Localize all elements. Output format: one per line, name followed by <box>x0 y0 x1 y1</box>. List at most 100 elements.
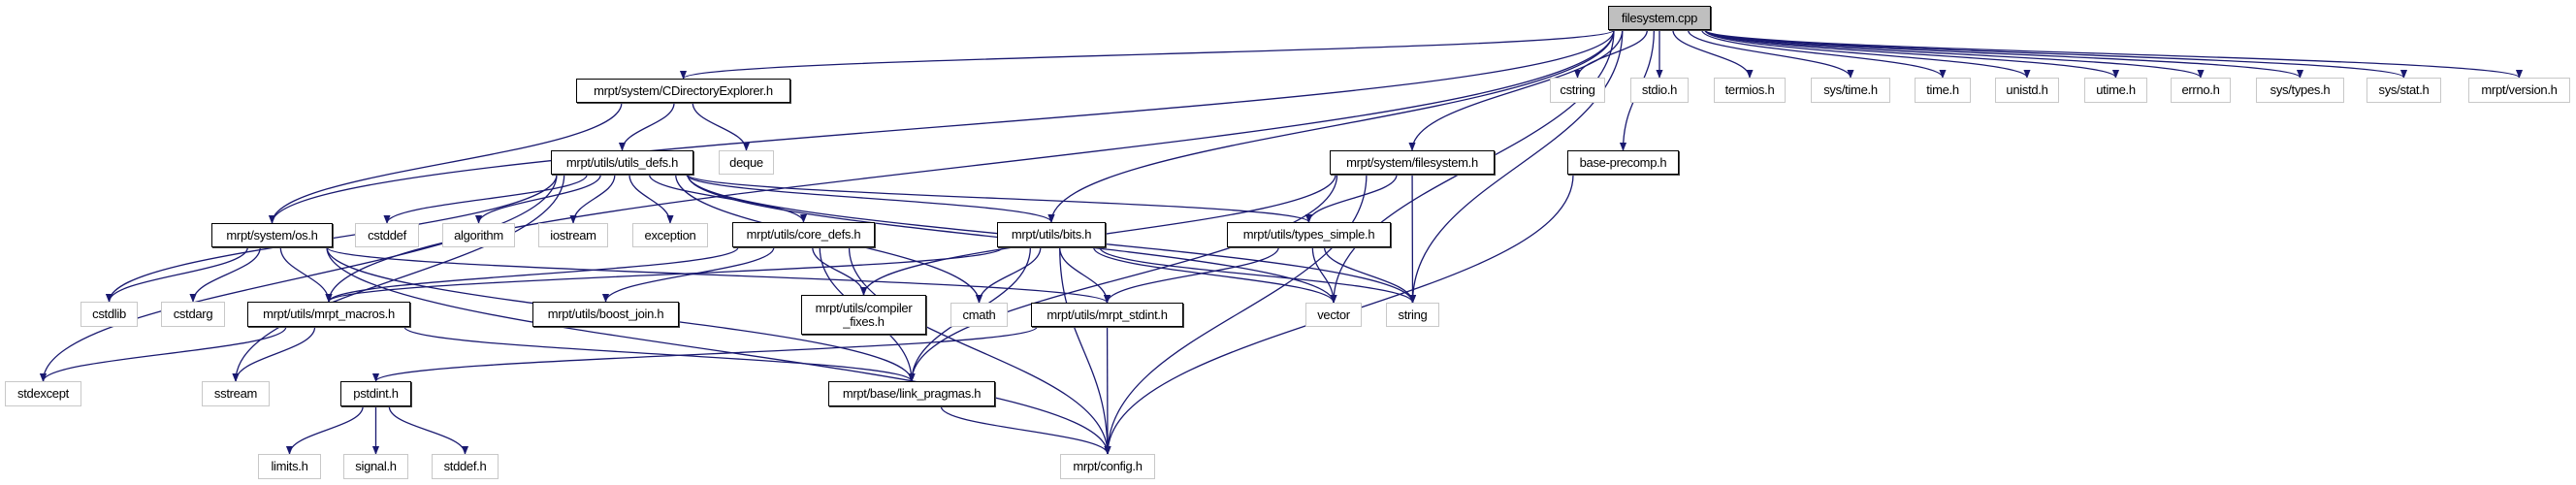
edge-os-to-stdint <box>326 246 1111 304</box>
edge-utilsdefs-to-cstddef <box>383 174 588 224</box>
node-compfixes[interactable]: mrpt/utils/compiler _fixes.h <box>801 295 926 335</box>
node-systime: sys/time.h <box>1811 78 1890 103</box>
node-label: mrpt/utils/utils_defs.h <box>565 154 679 170</box>
edge-cdir-to-os <box>268 102 623 224</box>
node-fsh[interactable]: mrpt/system/filesystem.h <box>1330 150 1495 175</box>
node-typessimple[interactable]: mrpt/utils/types_simple.h <box>1227 222 1391 247</box>
node-label: string <box>1398 307 1428 322</box>
node-stdint[interactable]: mrpt/utils/mrpt_stdint.h <box>1031 303 1183 327</box>
node-algorithm: algorithm <box>442 223 515 247</box>
edge-root-to-version <box>1704 29 2523 79</box>
node-label: algorithm <box>454 227 503 242</box>
edge-root-to-string <box>1408 29 1624 304</box>
node-label: cmath <box>962 307 996 322</box>
edge-utilsdefs-to-iostream <box>569 174 616 224</box>
node-vector: vector <box>1305 303 1362 327</box>
edge-root-to-fsh <box>1408 29 1624 151</box>
edge-root-to-bits <box>1047 29 1615 223</box>
edge-root-to-systypes <box>1704 29 2303 79</box>
node-label: deque <box>729 154 763 170</box>
node-label: cstdlib <box>92 307 126 321</box>
node-label: mrpt/system/os.h <box>226 227 318 242</box>
node-iostream: iostream <box>538 223 608 247</box>
node-label: exception <box>644 227 696 242</box>
edge-root-to-utime <box>1704 29 2119 79</box>
node-label: mrpt/utils/boost_join.h <box>547 307 664 321</box>
edge-root-to-systime <box>1687 29 1854 79</box>
edge-root-to-cstring <box>1573 29 1648 79</box>
node-boostjoin[interactable]: mrpt/utils/boost_join.h <box>532 302 679 327</box>
edge-macros-to-sstream <box>232 326 316 382</box>
node-systypes: sys/types.h <box>2256 78 2344 103</box>
node-os[interactable]: mrpt/system/os.h <box>211 223 333 247</box>
edge-root-to-time <box>1701 29 1947 79</box>
edge-utilsdefs-to-exception <box>628 174 674 224</box>
edge-cdir-to-utilsdefs <box>618 102 675 151</box>
node-label: unistd.h <box>2006 82 2048 97</box>
node-label: mrpt/version.h <box>2481 82 2558 97</box>
edge-bits-to-config <box>1059 246 1111 455</box>
edge-typessimple-to-vector <box>1311 246 1337 304</box>
node-label: mrpt/utils/types_simple.h <box>1242 227 1375 242</box>
node-cstddef: cstddef <box>355 223 419 247</box>
node-bits[interactable]: mrpt/utils/bits.h <box>997 222 1106 247</box>
node-linkpragmas[interactable]: mrpt/base/link_pragmas.h <box>828 381 995 406</box>
node-label: sys/time.h <box>1823 82 1878 97</box>
node-label: errno.h <box>2181 82 2220 97</box>
edge-bits-to-stdint <box>1058 246 1111 304</box>
edge-bits-to-cmath <box>975 246 1042 304</box>
edge-linkpragmas-to-config <box>940 405 1111 455</box>
node-stdexcept: stdexcept <box>5 381 81 406</box>
node-coredefs[interactable]: mrpt/utils/core_defs.h <box>732 222 875 247</box>
edge-fsh-to-typessimple <box>1304 174 1398 223</box>
node-sstream: sstream <box>202 381 270 406</box>
edge-bits-to-string <box>1099 246 1416 304</box>
node-termios: termios.h <box>1714 78 1786 103</box>
node-label: mrpt/system/filesystem.h <box>1346 154 1478 170</box>
edge-root-to-cdir <box>680 29 1615 80</box>
node-label: sys/stat.h <box>2378 82 2430 97</box>
edge-utilsdefs-to-algorithm <box>474 174 601 224</box>
node-label: time.h <box>1926 82 1959 97</box>
node-string: string <box>1386 303 1439 327</box>
edge-bits-to-vector <box>1093 246 1337 304</box>
node-label: mrpt/utils/core_defs.h <box>746 227 861 242</box>
node-utilsdefs[interactable]: mrpt/utils/utils_defs.h <box>551 150 693 175</box>
node-cmath: cmath <box>950 303 1008 327</box>
edge-fsh-to-config <box>1104 174 1368 455</box>
edge-pstdint-to-stddef <box>388 405 469 455</box>
edge-utilsdefs-to-stdexcept <box>39 174 558 382</box>
node-label: mrpt/base/link_pragmas.h <box>842 386 982 401</box>
node-label: mrpt/utils/bits.h <box>1011 227 1092 242</box>
edge-coredefs-to-config <box>848 246 1111 455</box>
node-label: sstream <box>213 386 258 401</box>
node-label: mrpt/config.h <box>1073 459 1143 473</box>
node-label: mrpt/utils/mrpt_macros.h <box>263 307 395 321</box>
node-label: mrpt/utils/mrpt_stdint.h <box>1046 307 1168 322</box>
node-label: stdio.h <box>1641 82 1678 97</box>
node-root[interactable]: filesystem.cpp <box>1608 6 1711 30</box>
edge-root-to-os <box>269 29 1615 224</box>
node-cstdarg: cstdarg <box>161 302 225 327</box>
edge-root-to-macros <box>325 29 1615 303</box>
edge-bits-to-macros <box>325 246 1004 303</box>
node-label: cstring <box>1560 82 1595 97</box>
edge-coredefs-to-macros <box>325 246 739 303</box>
node-label: mrpt/utils/compiler _fixes.h <box>815 300 913 329</box>
edge-pstdint-to-limits <box>285 405 364 455</box>
node-cdir[interactable]: mrpt/system/CDirectoryExplorer.h <box>576 79 790 103</box>
node-sysstat: sys/stat.h <box>2367 78 2441 103</box>
edge-stdint-to-pstdint <box>372 326 1038 382</box>
node-macros[interactable]: mrpt/utils/mrpt_macros.h <box>247 302 410 327</box>
edge-macros-to-linkpragmas <box>403 326 916 382</box>
node-label: cstddef <box>368 227 406 242</box>
node-pstdint[interactable]: pstdint.h <box>340 381 411 406</box>
node-errno: errno.h <box>2171 78 2231 103</box>
node-stdio: stdio.h <box>1630 78 1689 103</box>
node-baseprecomp[interactable]: base-precomp.h <box>1567 150 1679 175</box>
node-label: cstdarg <box>173 307 213 321</box>
node-cstring: cstring <box>1550 78 1605 103</box>
node-label: filesystem.cpp <box>1621 10 1698 25</box>
edge-utilsdefs-to-sstream <box>232 174 565 382</box>
node-exception: exception <box>632 223 708 247</box>
